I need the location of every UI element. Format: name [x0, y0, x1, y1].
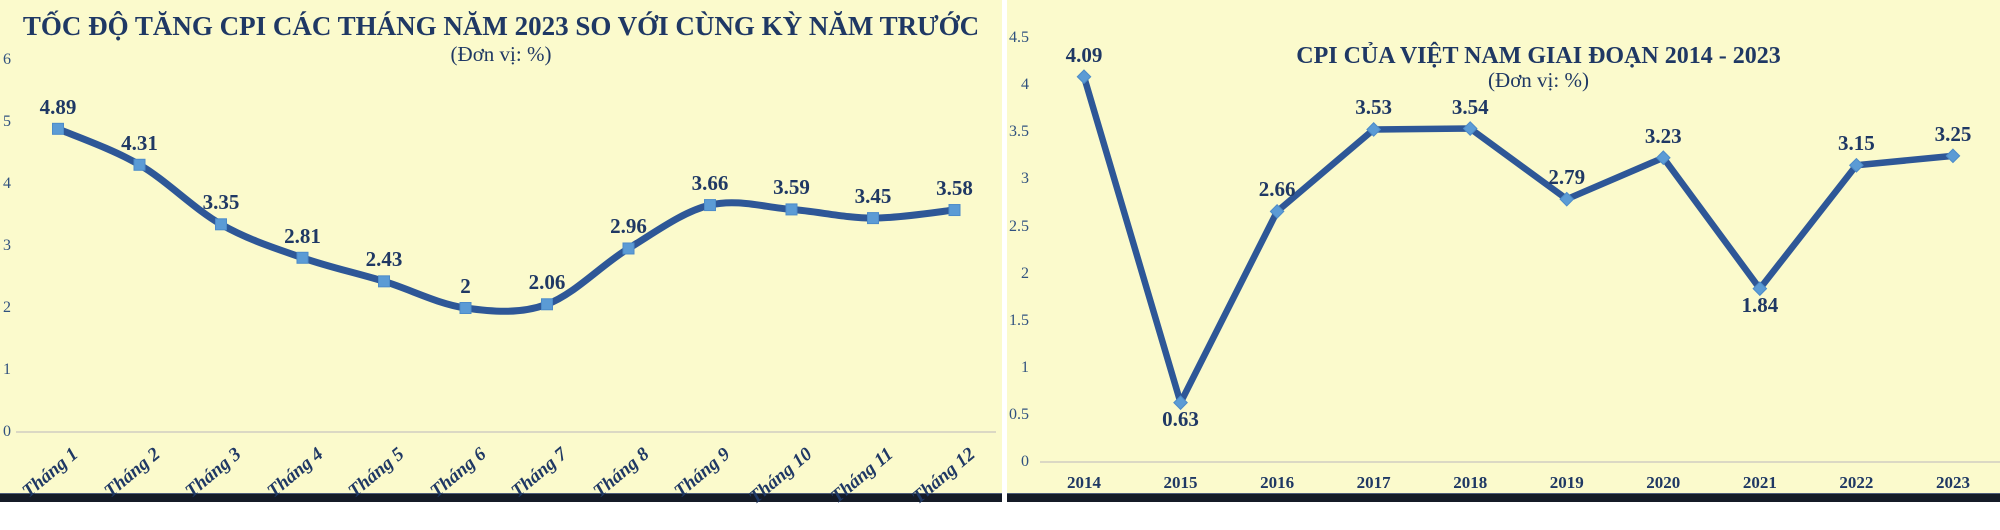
data-label: 3.35	[202, 190, 240, 215]
data-label: 4.89	[39, 94, 77, 119]
chart-title: CPI CỦA VIỆT NAM GIAI ĐOẠN 2014 - 2023	[1296, 43, 1781, 69]
y-tick-label: 2.5	[1009, 217, 1029, 235]
diamond-marker	[1269, 204, 1285, 219]
bottom-border-bar	[1007, 493, 2000, 502]
square-marker	[541, 298, 553, 311]
data-label: 3.53	[1355, 95, 1393, 120]
data-label: 2.43	[365, 247, 403, 272]
data-label: 3.59	[773, 175, 810, 200]
diamond-marker	[1366, 122, 1382, 137]
line-series	[1080, 73, 1957, 406]
data-label: 2	[460, 274, 471, 298]
data-label: 1.84	[1741, 292, 1779, 317]
square-marker	[52, 122, 64, 135]
x-tick-label: 2020	[1646, 473, 1681, 492]
bottom-border-bar	[0, 493, 1002, 502]
diamond-marker	[1655, 150, 1671, 166]
square-marker	[622, 242, 635, 255]
cpi-monthly-2023-chart: TỐC ĐỘ TĂNG CPI CÁC THÁNG NĂM 2023 SO VỚ…	[0, 0, 1002, 508]
data-label: 3.58	[936, 176, 973, 201]
diamond-marker	[1076, 69, 1092, 85]
x-tick-label: 2015	[1163, 473, 1198, 492]
x-tick-label: 2014	[1067, 473, 1101, 492]
diamond-marker	[1173, 395, 1188, 411]
x-tick-label: 2016	[1260, 473, 1295, 492]
y-tick-label: 4.5	[1009, 29, 1029, 47]
diamond-marker	[1462, 121, 1478, 136]
y-tick-label: 1.5	[1009, 311, 1029, 329]
data-label: 3.45	[854, 184, 892, 209]
diamond-marker	[1559, 191, 1575, 207]
diamond-marker	[1945, 148, 1961, 164]
y-tick-label: 1	[1021, 358, 1029, 376]
data-label: 2.96	[610, 214, 647, 239]
x-tick-label: 2023	[1935, 473, 1970, 492]
square-marker	[296, 251, 309, 264]
y-tick-label: 1	[3, 361, 11, 378]
y-tick-label: 0	[3, 423, 11, 440]
data-label: 3.23	[1644, 123, 1682, 148]
y-tick-label: 2	[1021, 264, 1029, 282]
y-tick-label: 6	[3, 51, 11, 68]
data-label: 2.66	[1258, 177, 1296, 202]
square-marker	[867, 212, 879, 225]
data-label: 3.66	[691, 171, 729, 196]
diamond-marker	[1752, 281, 1768, 297]
cpi-vietnam-2014-2023-chart: CPI CỦA VIỆT NAM GIAI ĐOẠN 2014 - 2023 (…	[1007, 0, 2000, 502]
chart-subtitle: (Đơn vị: %)	[450, 42, 552, 66]
data-label: 2.06	[528, 270, 566, 295]
square-marker	[785, 203, 798, 216]
data-label: 3.25	[1934, 121, 1972, 146]
y-tick-label: 4	[1021, 76, 1029, 94]
data-label: 2.81	[284, 223, 321, 248]
y-tick-label: 2	[3, 299, 11, 316]
x-tick-label: 2018	[1453, 473, 1488, 492]
square-marker	[378, 275, 390, 288]
plot-area	[16, 122, 996, 433]
y-tick-label: 5	[3, 113, 11, 130]
data-label: 4.09	[1065, 42, 1103, 67]
square-marker	[459, 302, 472, 314]
y-tick-label: 3.5	[1009, 123, 1029, 141]
data-label: 4.31	[121, 130, 158, 155]
data-label: 2.79	[1548, 165, 1586, 190]
chart-subtitle: (Đơn vị: %)	[1488, 68, 1589, 92]
y-tick-label: 0	[1021, 453, 1029, 470]
data-label: 0.63	[1162, 406, 1199, 431]
y-tick-label: 3	[1021, 170, 1029, 188]
chart-title: TỐC ĐỘ TĂNG CPI CÁC THÁNG NĂM 2023 SO VỚ…	[22, 11, 980, 41]
y-tick-label: 3	[3, 237, 11, 254]
x-tick-label: 2022	[1839, 473, 1874, 492]
square-marker	[133, 158, 146, 171]
y-tick-label: 4	[3, 175, 11, 192]
diamond-marker	[1848, 157, 1864, 173]
square-marker	[215, 218, 227, 231]
x-tick-label: 2021	[1742, 473, 1777, 492]
y-tick-label: 0.5	[1009, 405, 1029, 423]
square-marker	[948, 204, 961, 217]
data-label: 3.15	[1838, 131, 1875, 156]
x-tick-label: 2017	[1356, 473, 1391, 492]
square-marker	[704, 199, 716, 212]
x-tick-label: 2019	[1549, 473, 1584, 492]
data-label: 3.54	[1451, 94, 1489, 119]
plot-area	[1040, 69, 2000, 463]
